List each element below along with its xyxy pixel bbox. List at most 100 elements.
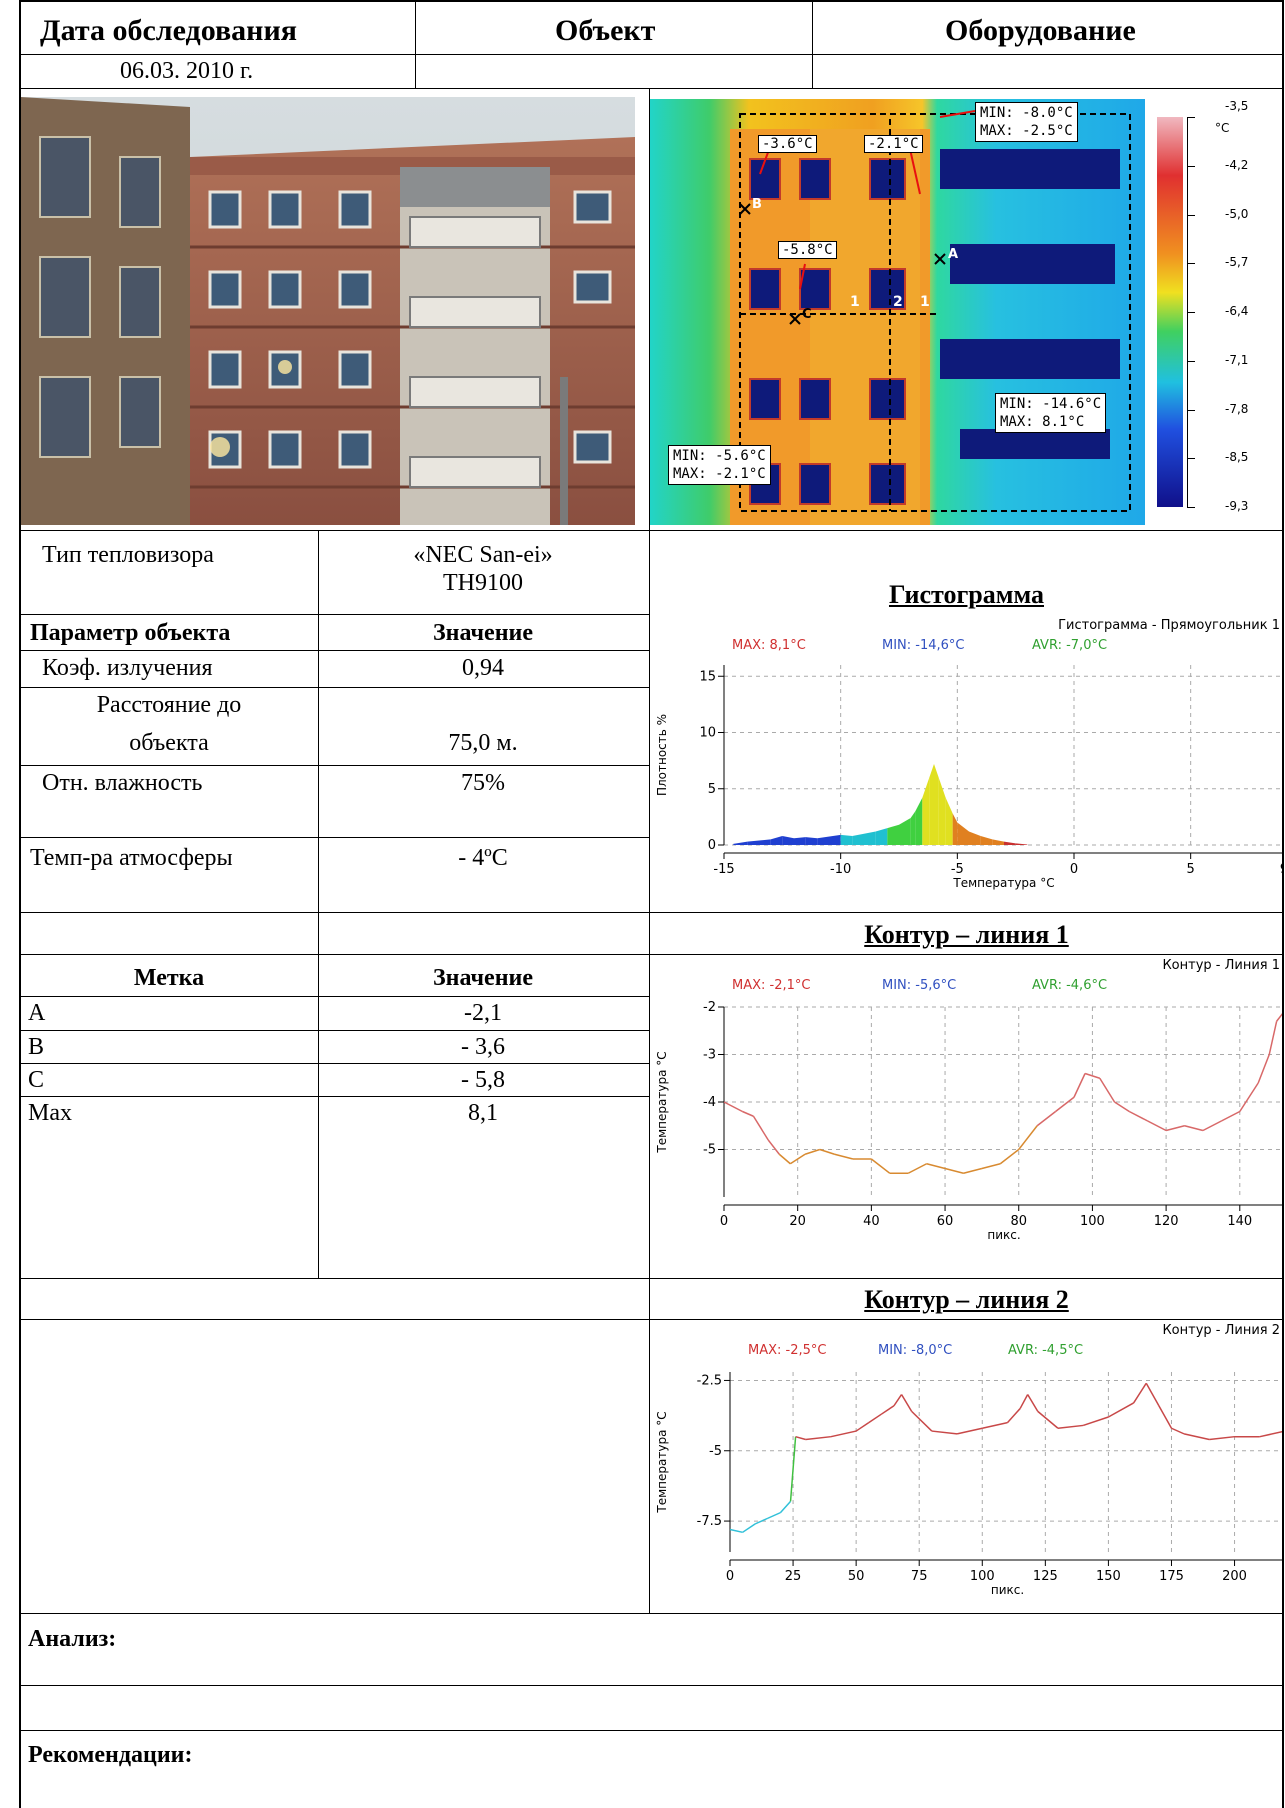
imager-type-label: Тип тепловизора — [42, 542, 214, 568]
chart-stat-avr: AVR: -7,0°C — [1032, 638, 1107, 653]
histogram-segment — [945, 797, 953, 845]
series-line-segment — [1209, 1435, 1235, 1441]
thermo-line2-label: 2 — [893, 294, 903, 310]
series-line-segment — [868, 1413, 882, 1424]
series-line-segment — [742, 1523, 756, 1533]
thermo-rect2-stats: MIN: -14.6°C MAX: 8.1°C — [995, 393, 1107, 433]
histogram-segment — [1004, 841, 1016, 845]
series-line-segment — [1084, 1072, 1101, 1079]
series-line-segment — [982, 1421, 1008, 1429]
y-tick-label: -7.5 — [697, 1514, 722, 1529]
histogram-chart: Гистограмма - Прямоугольник 1 MAX: 8,1°C M… — [655, 618, 1283, 890]
x-axis-label: Температура °C — [952, 876, 1054, 890]
color-scale-label: -8,5 — [1225, 450, 1249, 465]
series-line-segment — [805, 1435, 831, 1441]
y-axis-label: Плотность % — [655, 714, 669, 796]
chart-title: Контур - Линия 1 — [1162, 958, 1280, 973]
series-line-segment — [1133, 1382, 1147, 1404]
header-equipment-title: Оборудование — [945, 14, 1136, 47]
x-tick-label: 120 — [1154, 1214, 1179, 1229]
series-line-segment — [779, 1500, 792, 1514]
x-tick-label: 9 — [1280, 862, 1283, 877]
recommendations-label: Рекомендации: — [28, 1742, 193, 1768]
param-emissivity-label: Коэф. излучения — [42, 655, 213, 681]
series-line-segment — [956, 1427, 983, 1435]
histogram-segment — [934, 764, 939, 845]
series-line-segment — [1184, 1125, 1204, 1132]
rect3-max: MAX: -2.1°C — [673, 466, 766, 482]
series-line-segment — [1147, 1120, 1167, 1132]
series-line-segment — [834, 1153, 854, 1160]
series-line-segment — [1165, 1125, 1185, 1132]
x-tick-label: 0 — [726, 1569, 734, 1584]
series-line-segment — [1171, 1427, 1185, 1435]
y-tick-label: -5 — [709, 1444, 722, 1459]
x-tick-label: -10 — [830, 862, 851, 877]
histogram-segment — [1015, 843, 1028, 845]
series-line-segment — [1114, 1101, 1130, 1113]
y-tick-label: -2.5 — [697, 1373, 722, 1388]
y-tick-label: -3 — [703, 1048, 716, 1063]
x-axis-label: пикс. — [991, 1583, 1024, 1597]
series-line-segment — [752, 1115, 769, 1141]
chart-stat-min: MIN: -5,6°C — [882, 978, 956, 993]
thermo-line1-label: 1 — [850, 294, 860, 310]
mark-a-value: -2,1 — [464, 1000, 502, 1026]
x-tick-label: 140 — [1227, 1214, 1252, 1229]
thermo-color-scale: °C -3,5 -4,2 -5,0 -5,7 -6,4 -7,1 -7,8 -8,5 -9,3 — [1145, 99, 1283, 525]
contour2-chart: Контур - Линия 2 MAX: -2,5°C MIN: -8,0°C AV… — [655, 1323, 1283, 1597]
x-tick-label: -15 — [713, 862, 734, 877]
series-line-segment — [1108, 1402, 1135, 1418]
param-distance-label-2: объекта — [129, 730, 209, 756]
x-tick-label: 60 — [937, 1214, 954, 1229]
histogram-segment — [770, 836, 783, 845]
series-line-segment — [767, 1139, 780, 1155]
x-tick-label: 25 — [785, 1569, 802, 1584]
color-scale-label: -5,0 — [1225, 206, 1249, 221]
rect3-min: MIN: -5.6°C — [673, 448, 766, 464]
y-tick-label: 0 — [708, 838, 716, 853]
y-tick-label: -2 — [703, 1000, 716, 1015]
chart-stat-min: MIN: -14,6°C — [882, 638, 965, 653]
x-tick-label: -5 — [951, 862, 964, 877]
histogram-segment — [805, 837, 818, 845]
series-line-segment — [830, 1430, 857, 1438]
series-line-segment — [1239, 1082, 1259, 1112]
color-scale-tick — [1187, 117, 1195, 118]
histogram-segment — [794, 837, 806, 845]
header-date-title: Дата обследования — [40, 14, 297, 47]
thermo-mark-a: A — [948, 247, 959, 262]
series-line-segment — [804, 1148, 821, 1155]
mark-max-label: Max — [28, 1100, 72, 1126]
thermo-label-a: -2.1°C — [864, 135, 923, 153]
series-line-segment — [742, 1110, 754, 1117]
histogram-segment — [969, 831, 981, 845]
histogram-segment — [852, 833, 864, 845]
series-line-segment — [1019, 1394, 1029, 1409]
series-line-segment — [1183, 1433, 1210, 1441]
color-scale-label: -4,2 — [1225, 157, 1249, 172]
series-line-segment — [1006, 1408, 1021, 1424]
histogram-segment — [952, 813, 958, 845]
x-tick-label: 50 — [848, 1569, 865, 1584]
series-line-segment — [1073, 1073, 1086, 1098]
thermogram-image: -3.6°C -2.1°C -5.8°C MIN: -8.0°C MAX: -2… — [650, 99, 1145, 525]
x-tick-label: 75 — [911, 1569, 928, 1584]
color-scale-unit: °C — [1215, 121, 1230, 135]
thermo-mark-b: B — [752, 197, 762, 212]
x-tick-label: 150 — [1096, 1569, 1121, 1584]
x-tick-label: 40 — [863, 1214, 880, 1229]
series-line-segment — [1027, 1394, 1039, 1412]
histogram-segment — [875, 828, 888, 845]
thermo-label-c: -5.8°C — [778, 241, 837, 259]
histogram-segment — [899, 818, 911, 845]
series-line-segment — [981, 1163, 1001, 1170]
color-scale-label: -5,7 — [1225, 255, 1249, 270]
series-line-segment — [944, 1167, 964, 1174]
rect2-max: MAX: 8.1°C — [1000, 414, 1085, 430]
mark-a-label: A — [28, 1000, 46, 1026]
thermo-label-b: -3.6°C — [758, 135, 817, 153]
color-scale-tick — [1187, 507, 1195, 508]
series-line-segment — [931, 1430, 958, 1435]
color-scale-tick — [1187, 409, 1195, 411]
